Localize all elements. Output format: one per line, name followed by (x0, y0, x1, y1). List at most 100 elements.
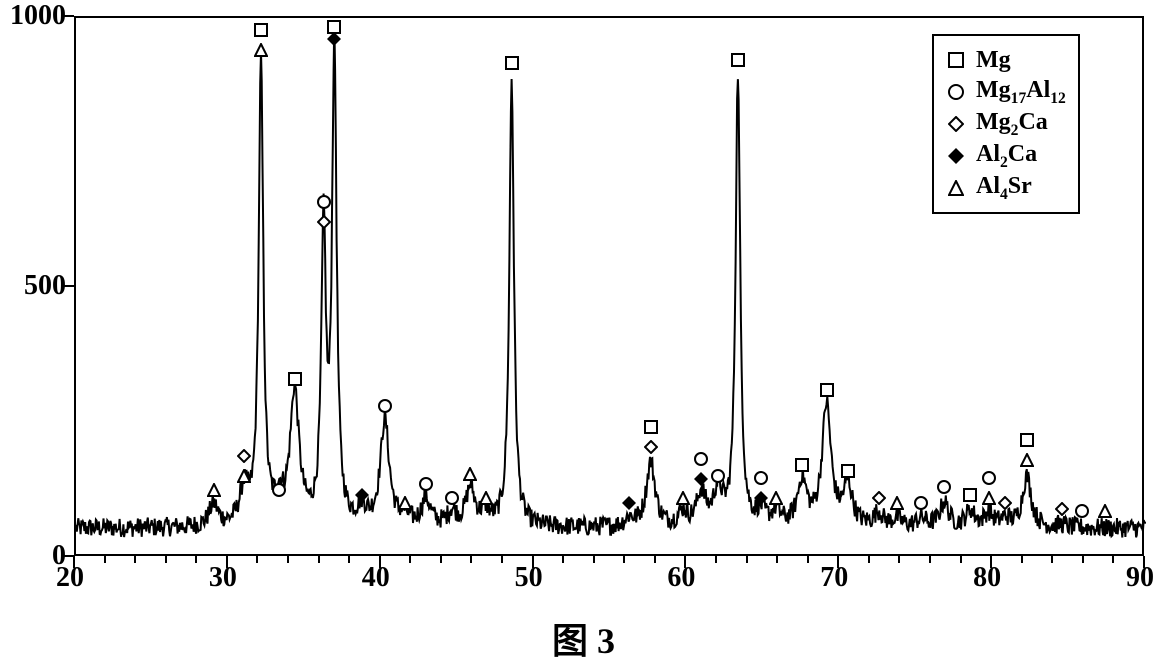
peak-marker-square (795, 458, 809, 477)
y-tick-label: 1000 (10, 0, 66, 32)
y-tick (64, 15, 74, 17)
x-tick-minor (1082, 556, 1084, 563)
peak-marker-filled-diamond (694, 472, 708, 491)
x-tick-minor (562, 556, 564, 563)
legend-box: Mg Mg17Al12Mg2CaAl2CaAl4Sr (932, 34, 1080, 214)
peak-marker-circle (419, 477, 433, 496)
x-tick-minor (623, 556, 625, 563)
x-tick-minor (868, 556, 870, 563)
peak-marker-circle (317, 195, 331, 214)
legend-row: Mg2Ca (946, 108, 1066, 140)
x-tick-major (837, 556, 839, 568)
x-tick-minor (348, 556, 350, 563)
x-tick-minor (654, 556, 656, 563)
x-tick-major (684, 556, 686, 568)
peak-marker-circle (378, 399, 392, 418)
x-tick-minor (165, 556, 167, 563)
peak-marker-circle (754, 471, 768, 490)
x-tick-minor (807, 556, 809, 563)
x-tick-label: 60 (667, 562, 695, 594)
peak-marker-filled-diamond (355, 488, 369, 507)
x-tick-minor (195, 556, 197, 563)
legend-row: Mg17Al12 (946, 76, 1066, 108)
peak-marker-triangle (479, 491, 493, 510)
x-tick-label: 70 (820, 562, 848, 594)
peak-marker-triangle (890, 496, 904, 515)
peak-marker-triangle (398, 496, 412, 515)
x-tick-label: 30 (209, 562, 237, 594)
figure-wrapper: MgMg17Al12Mg2CaAl2CaAl4Sr 图 3 2030405060… (0, 0, 1167, 667)
x-tick-minor (409, 556, 411, 563)
peak-marker-square (254, 23, 268, 42)
peak-marker-triangle (463, 467, 477, 486)
x-tick-minor (440, 556, 442, 563)
x-tick-minor (898, 556, 900, 563)
peak-marker-square (820, 383, 834, 402)
peak-marker-diamond (1055, 502, 1069, 521)
x-tick-label: 50 (515, 562, 543, 594)
legend-label: Mg17Al12 (976, 77, 1066, 108)
peak-marker-square (841, 464, 855, 483)
peak-marker-circle (937, 480, 951, 499)
x-tick-label: 80 (973, 562, 1001, 594)
peak-marker-triangle (254, 43, 268, 62)
y-tick-label: 500 (24, 270, 66, 302)
peak-marker-diamond (317, 215, 331, 234)
x-tick-major (379, 556, 381, 568)
x-tick-minor (746, 556, 748, 563)
peak-marker-filled-diamond (754, 491, 768, 510)
x-tick-minor (501, 556, 503, 563)
peak-marker-circle (1075, 504, 1089, 523)
x-tick-minor (776, 556, 778, 563)
peak-marker-triangle (982, 491, 996, 510)
peak-marker-square (1020, 433, 1034, 452)
peak-marker-square (644, 420, 658, 439)
x-tick-minor (256, 556, 258, 563)
legend-marker-circle (946, 82, 966, 102)
peak-marker-diamond (237, 449, 251, 468)
peak-marker-circle (272, 483, 286, 502)
legend-row: Al2Ca (946, 140, 1066, 172)
x-tick-minor (134, 556, 136, 563)
peak-marker-triangle (207, 483, 221, 502)
peak-marker-diamond (998, 496, 1012, 515)
peak-marker-filled-diamond (622, 496, 636, 515)
peak-marker-triangle (237, 469, 251, 488)
legend-label: Al2Ca (976, 141, 1037, 172)
x-tick-major (532, 556, 534, 568)
legend-row: Mg (946, 44, 1066, 76)
legend-label: Mg (976, 47, 1011, 74)
x-tick-minor (715, 556, 717, 563)
peak-marker-circle (694, 452, 708, 471)
x-tick-minor (1051, 556, 1053, 563)
peak-marker-square (731, 53, 745, 72)
x-tick-minor (318, 556, 320, 563)
x-tick-minor (287, 556, 289, 563)
peak-marker-square (505, 56, 519, 75)
x-tick-label: 90 (1126, 562, 1154, 594)
peak-marker-triangle (1098, 504, 1112, 523)
legend-label: Al4Sr (976, 173, 1032, 204)
peak-marker-square (288, 372, 302, 391)
peak-marker-triangle (769, 491, 783, 510)
peak-marker-circle (711, 469, 725, 488)
peak-marker-triangle (1020, 453, 1034, 472)
peak-marker-circle (445, 491, 459, 510)
x-tick-minor (104, 556, 106, 563)
x-tick-major (990, 556, 992, 568)
x-tick-minor (960, 556, 962, 563)
plot-area: Mg Mg17Al12Mg2CaAl2CaAl4Sr (74, 16, 1144, 556)
x-tick-minor (1112, 556, 1114, 563)
peak-marker-circle (982, 471, 996, 490)
peak-marker-square (963, 488, 977, 507)
legend-label: Mg2Ca (976, 109, 1048, 140)
legend-marker-triangle (946, 178, 966, 198)
legend-marker-filled-diamond (946, 146, 966, 166)
x-tick-major (1143, 556, 1145, 568)
x-tick-minor (1021, 556, 1023, 563)
x-tick-minor (929, 556, 931, 563)
peak-marker-circle (914, 496, 928, 515)
x-tick-major (73, 556, 75, 568)
x-tick-label: 40 (362, 562, 390, 594)
x-tick-major (226, 556, 228, 568)
